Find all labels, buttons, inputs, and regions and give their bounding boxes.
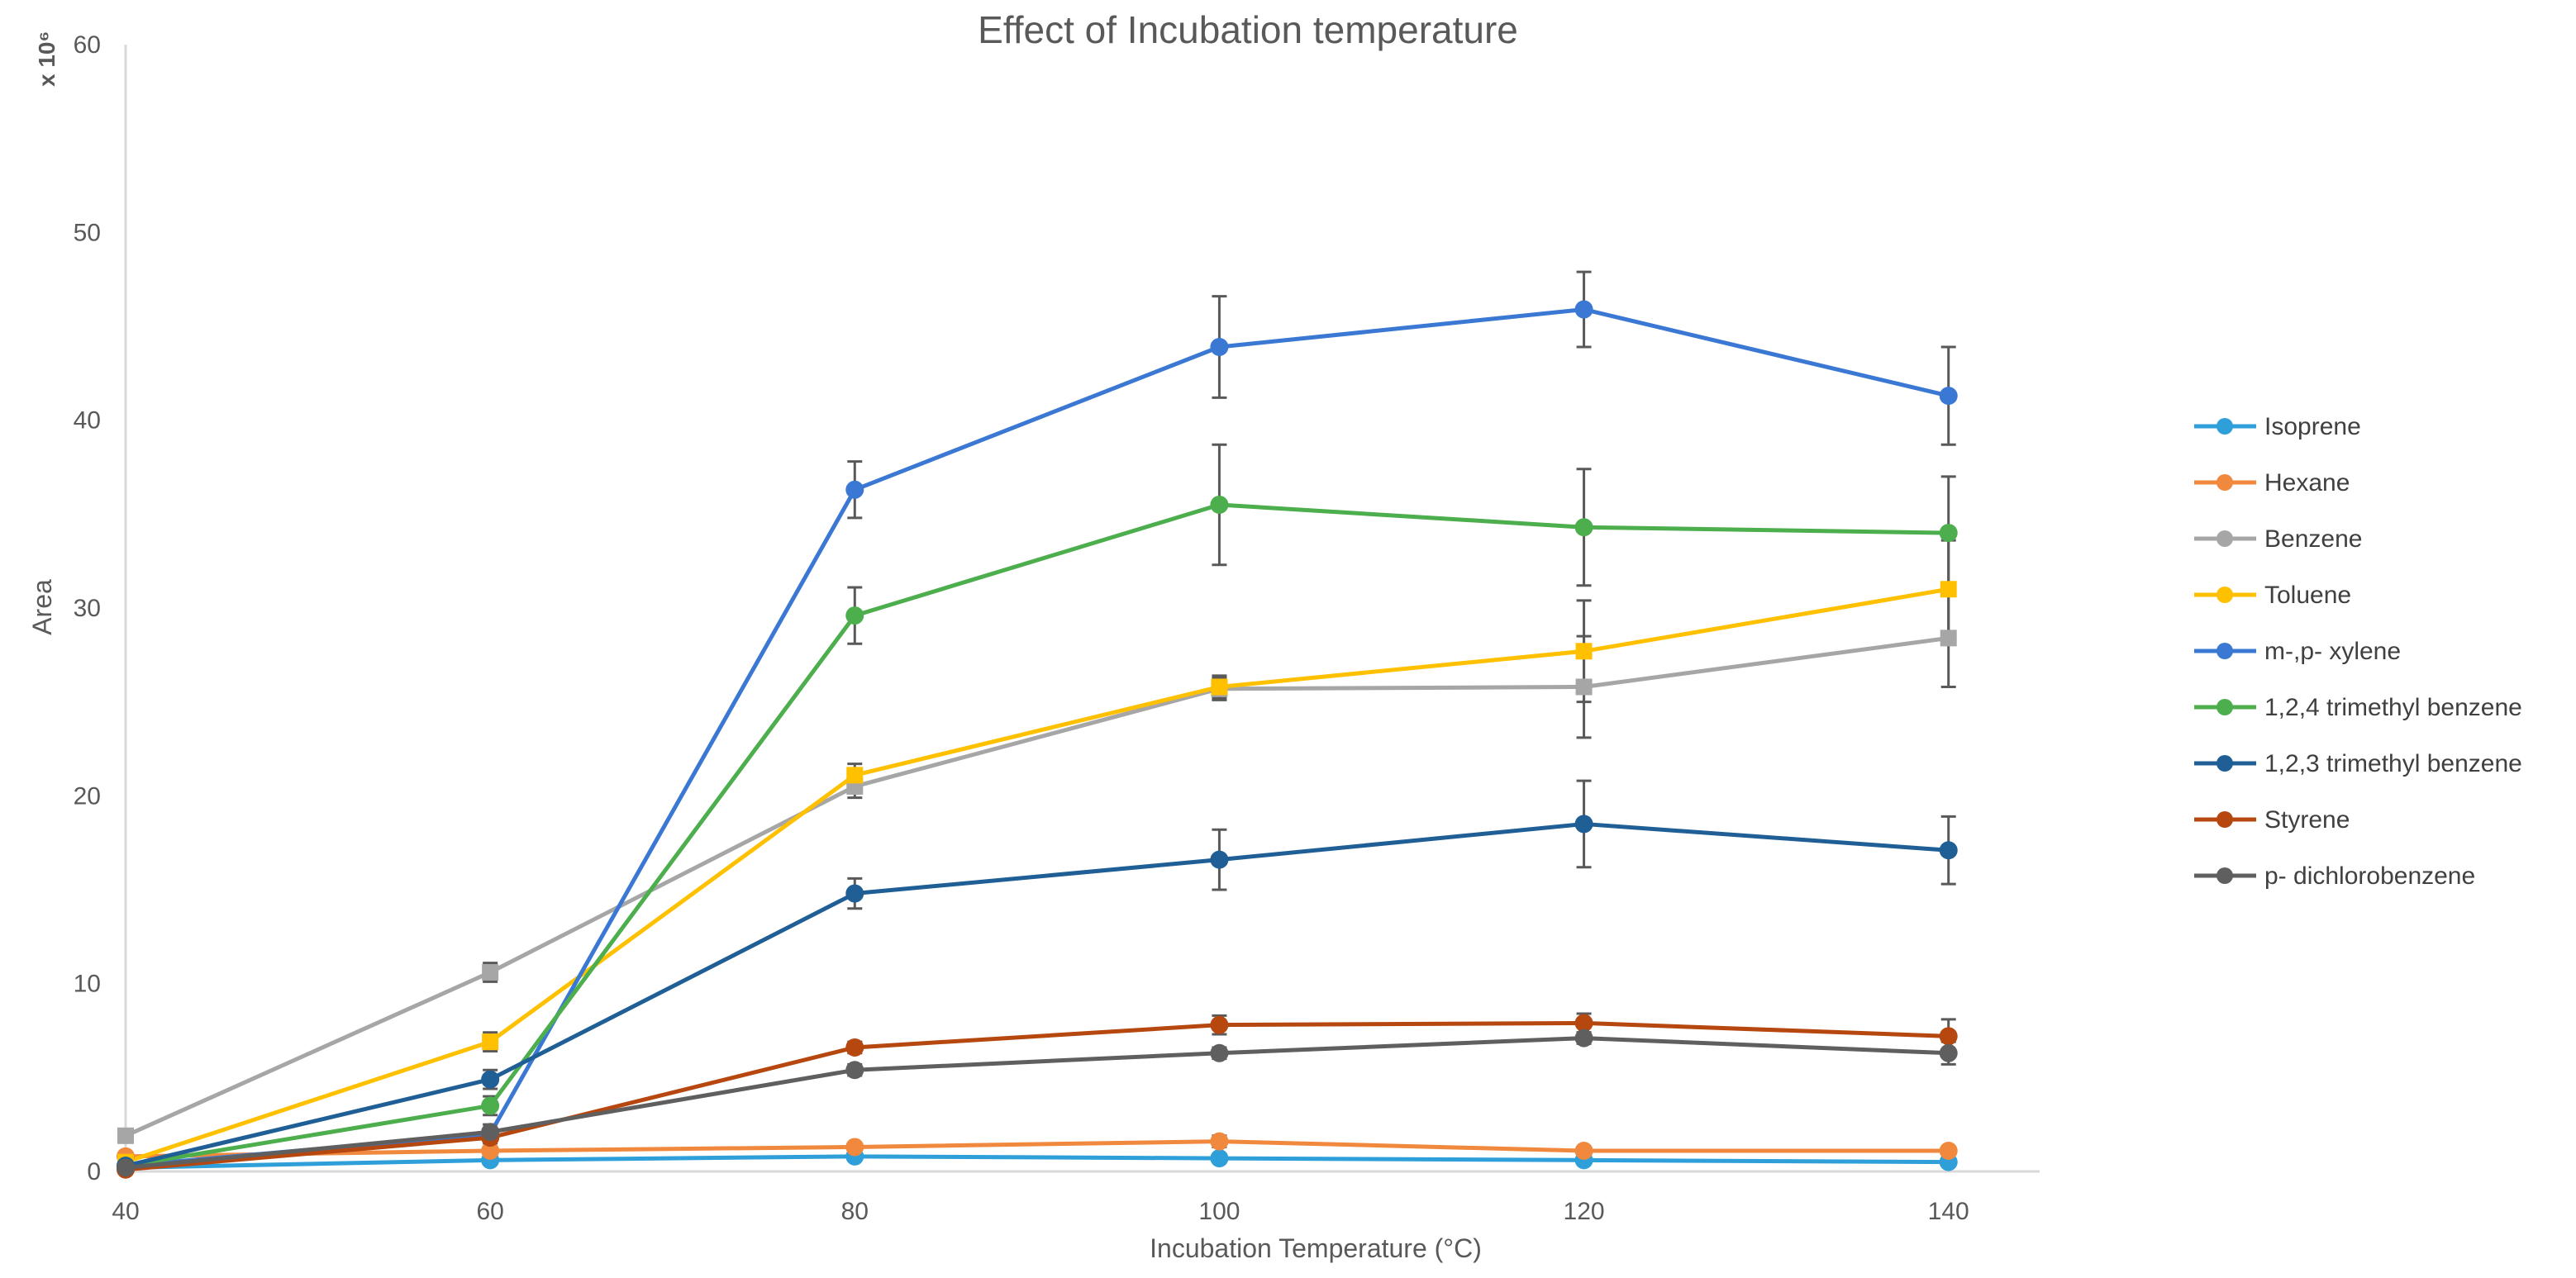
legend-entry: Hexane <box>2194 469 2350 496</box>
y-tick-label: 40 <box>74 407 101 435</box>
data-point-1-2-4-trimethyl-benzene <box>845 606 864 625</box>
x-tick-label: 140 <box>1928 1198 1969 1225</box>
series-line-p-dichlorobenzene <box>125 1036 1949 1170</box>
x-tick-label: 120 <box>1564 1198 1605 1225</box>
legend-swatch-marker <box>2217 867 2233 884</box>
data-point-1-2-3-trimethyl-benzene <box>1210 850 1229 869</box>
series-line-1-2-3-trimethyl-benzene <box>125 821 1949 1168</box>
axes <box>124 45 2040 1173</box>
data-point-hexane <box>845 1138 864 1157</box>
data-point-p-dichlorobenzene <box>845 1061 864 1080</box>
legend-swatch-marker <box>2217 474 2233 491</box>
legend-label: m-,p- xylene <box>2264 638 2401 665</box>
legend-entry: m-,p- xylene <box>2194 638 2401 665</box>
x-tick-label: 100 <box>1198 1198 1240 1225</box>
data-point-toluene <box>1575 643 1593 660</box>
series-line-toluene <box>125 587 1950 1165</box>
data-point-1-2-3-trimethyl-benzene <box>845 884 864 903</box>
y-tick-label: 20 <box>74 782 101 810</box>
legend-entry: p- dichlorobenzene <box>2194 862 2475 890</box>
data-points <box>117 300 1958 1179</box>
legend-label: Toluene <box>2264 582 2351 609</box>
data-point-benzene <box>1940 629 1957 647</box>
data-point-1-2-4-trimethyl-benzene <box>1574 518 1593 537</box>
series-lines <box>124 307 1950 1172</box>
legend-label: 1,2,4 trimethyl benzene <box>2264 694 2522 721</box>
data-point-styrene <box>1574 1014 1593 1033</box>
legend-label: p- dichlorobenzene <box>2264 862 2475 890</box>
legend-label: Isoprene <box>2264 413 2361 440</box>
legend-swatch-marker <box>2217 811 2233 828</box>
data-point-1-2-4-trimethyl-benzene <box>1939 524 1958 543</box>
x-tick-label: 40 <box>112 1198 139 1225</box>
data-point-benzene <box>1575 678 1593 696</box>
data-point-p-dichlorobenzene <box>1939 1043 1958 1062</box>
data-point-1-2-3-trimethyl-benzene <box>1939 841 1958 860</box>
data-point-toluene <box>482 1033 499 1051</box>
legend-entry: 1,2,4 trimethyl benzene <box>2194 694 2522 721</box>
data-point-styrene <box>1210 1015 1229 1034</box>
series-line-isoprene <box>125 1154 1949 1170</box>
data-point-p-dichlorobenzene <box>1574 1029 1593 1048</box>
data-point-benzene <box>482 964 499 981</box>
data-point-toluene <box>846 767 864 784</box>
legend-label: Benzene <box>2264 525 2362 553</box>
legend-entry: Benzene <box>2194 525 2362 553</box>
y-tick-label: 30 <box>74 595 101 622</box>
series-line-hexane <box>125 1139 1949 1159</box>
legend-swatch-marker <box>2217 418 2233 435</box>
legend-entry: 1,2,3 trimethyl benzene <box>2194 750 2522 777</box>
y-tick-label: 0 <box>87 1158 101 1185</box>
data-point-toluene <box>1940 581 1957 598</box>
series-line-1-2-4-trimethyl-benzene <box>125 502 1949 1168</box>
legend-swatch-marker <box>2217 643 2233 659</box>
y-multiplier-label: x 10⁶ <box>34 31 60 87</box>
legend-entry: Toluene <box>2194 582 2351 609</box>
legend-swatch-marker <box>2217 699 2233 715</box>
data-point-hexane <box>481 1141 500 1160</box>
data-point-m-p-xylene <box>1210 338 1229 357</box>
legend-label: Styrene <box>2264 806 2350 834</box>
data-point-styrene <box>1939 1027 1958 1046</box>
data-point-p-dichlorobenzene <box>117 1158 135 1177</box>
data-point-hexane <box>1939 1141 1958 1160</box>
legend: Isoprene Hexane Benzene Toluene m-,p- xylene… <box>2194 413 2522 890</box>
series-line-styrene <box>125 1020 1949 1172</box>
legend-swatch-marker <box>2217 587 2233 603</box>
data-point-p-dichlorobenzene <box>481 1123 500 1142</box>
y-tick-label: 50 <box>74 219 101 246</box>
data-point-1-2-4-trimethyl-benzene <box>481 1096 500 1115</box>
data-point-toluene <box>1211 678 1228 696</box>
legend-swatch-marker <box>2217 755 2233 772</box>
data-point-m-p-xylene <box>1574 300 1593 319</box>
data-point-p-dichlorobenzene <box>1210 1043 1229 1062</box>
data-point-benzene <box>117 1127 134 1144</box>
y-tick-label: 60 <box>74 31 101 59</box>
data-point-hexane <box>1210 1132 1229 1151</box>
legend-label: 1,2,3 trimethyl benzene <box>2264 750 2522 777</box>
y-tick-label: 10 <box>74 971 101 998</box>
legend-label: Hexane <box>2264 469 2350 496</box>
data-point-styrene <box>845 1038 864 1057</box>
legend-entry: Isoprene <box>2194 413 2361 440</box>
data-point-isoprene <box>1210 1149 1229 1168</box>
legend-swatch-marker <box>2217 530 2233 547</box>
tick-labels: 0 10 20 30 40 50 60 40 60 80 100 120 140 <box>74 31 1969 1225</box>
legend-entry: Styrene <box>2194 806 2350 834</box>
x-tick-label: 80 <box>841 1198 869 1225</box>
chart-title: Effect of Incubation temperature <box>978 8 1518 51</box>
data-point-m-p-xylene <box>845 480 864 499</box>
data-point-m-p-xylene <box>1939 387 1958 406</box>
y-axis-label: Area <box>27 579 57 635</box>
x-tick-label: 60 <box>476 1198 503 1225</box>
x-axis-label: Incubation Temperature (°C) <box>1150 1233 1482 1263</box>
series-line-benzene <box>124 635 1950 1138</box>
data-point-hexane <box>1574 1141 1593 1160</box>
data-point-1-2-3-trimethyl-benzene <box>481 1070 500 1089</box>
data-point-1-2-4-trimethyl-benzene <box>1210 495 1229 514</box>
data-point-1-2-3-trimethyl-benzene <box>1574 815 1593 834</box>
